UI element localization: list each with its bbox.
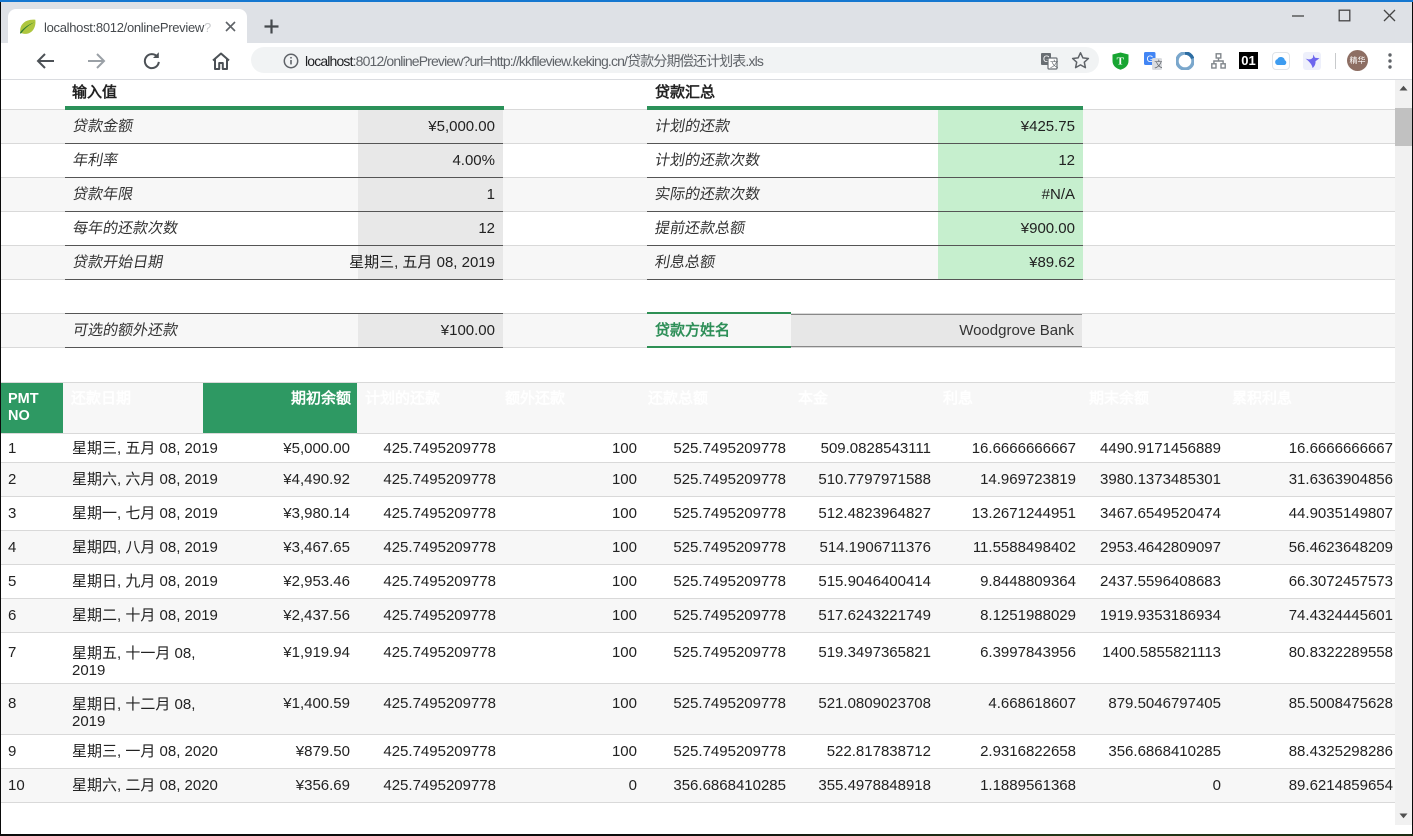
- svg-text:G: G: [1147, 54, 1154, 64]
- svg-text:文: 文: [1050, 59, 1058, 69]
- svg-text:T: T: [1117, 56, 1125, 68]
- svg-text:文: 文: [1154, 59, 1162, 70]
- svg-text:G: G: [1043, 54, 1050, 64]
